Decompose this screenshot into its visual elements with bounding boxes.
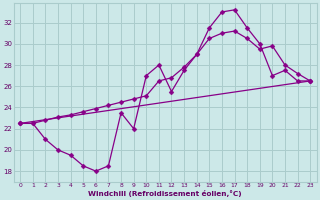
X-axis label: Windchill (Refroidissement éolien,°C): Windchill (Refroidissement éolien,°C) (88, 190, 242, 197)
